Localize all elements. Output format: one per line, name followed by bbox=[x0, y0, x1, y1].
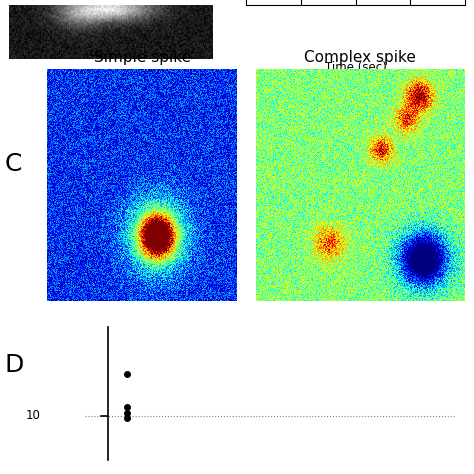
Text: D: D bbox=[5, 353, 24, 377]
Text: 10: 10 bbox=[26, 409, 41, 422]
Title: Complex spike: Complex spike bbox=[304, 50, 416, 65]
X-axis label: Time (sec): Time (sec) bbox=[325, 61, 386, 73]
Text: C: C bbox=[5, 152, 22, 176]
Title: Simple spike: Simple spike bbox=[94, 50, 191, 65]
